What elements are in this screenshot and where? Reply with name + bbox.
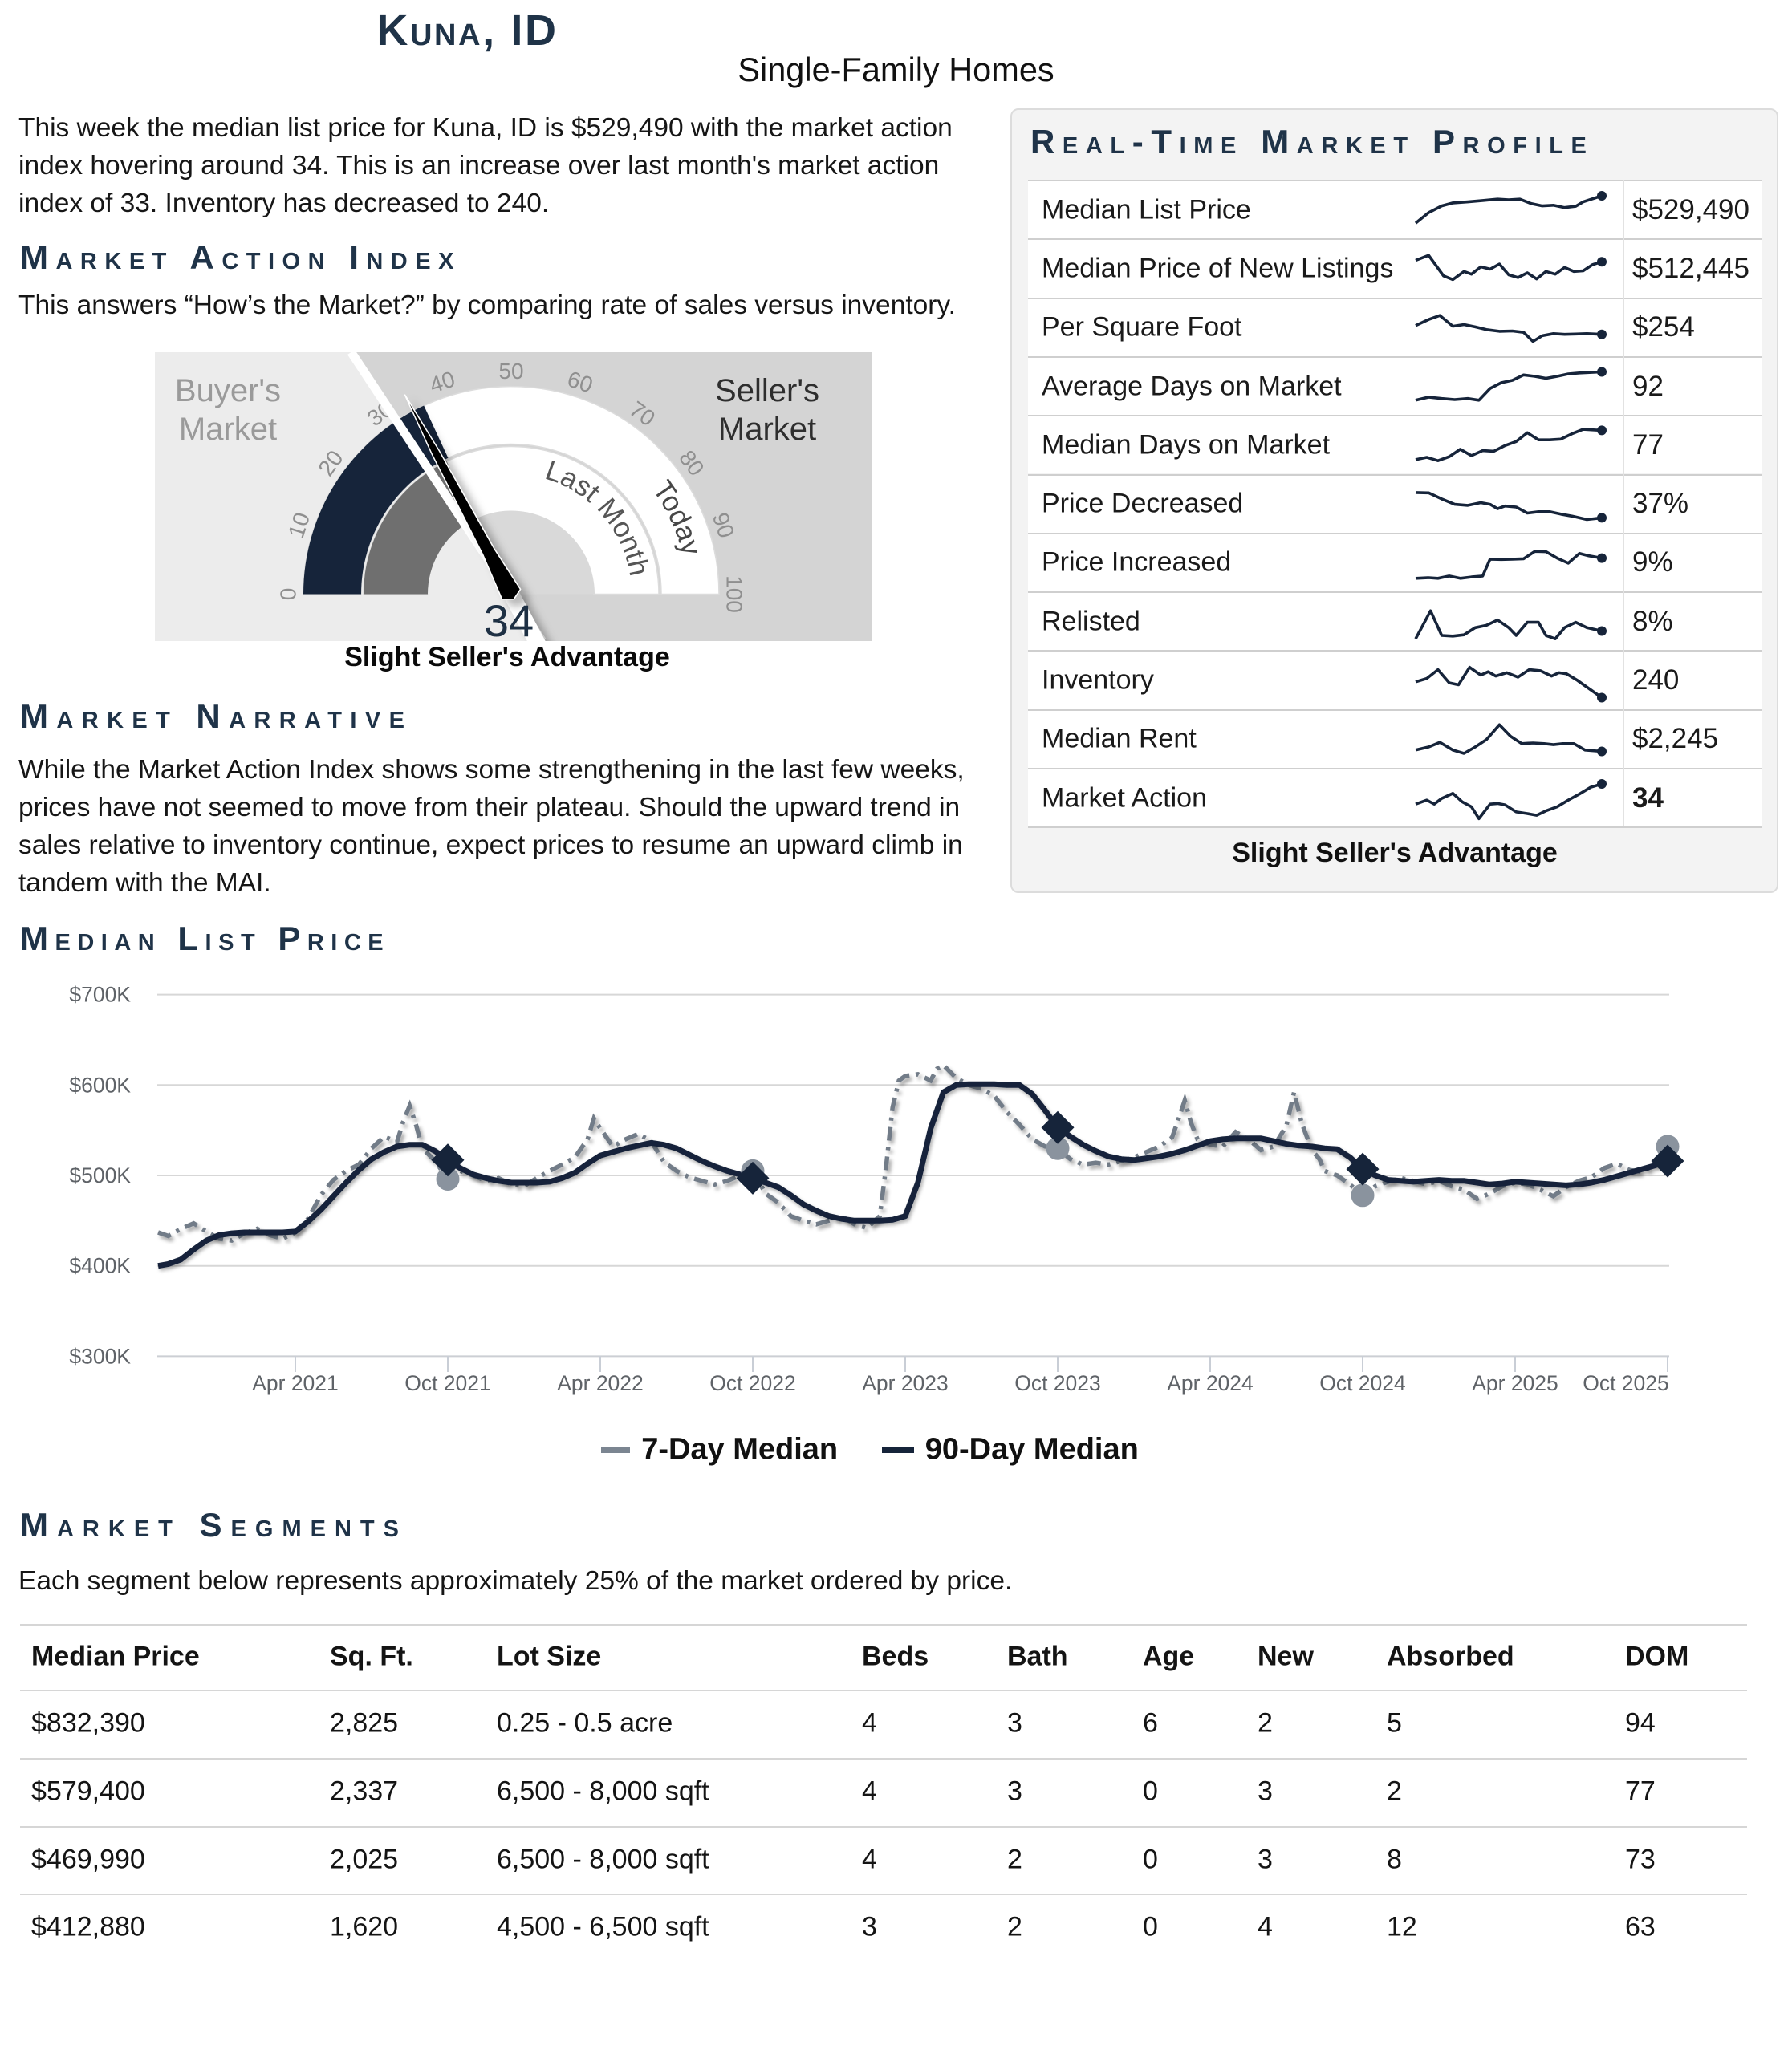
svg-text:Market: Market xyxy=(718,412,816,447)
svg-text:50: 50 xyxy=(498,359,523,384)
svg-text:Apr 2021: Apr 2021 xyxy=(252,1371,339,1395)
svg-text:$400K: $400K xyxy=(69,1254,131,1278)
svg-text:Apr 2023: Apr 2023 xyxy=(862,1371,949,1395)
svg-text:Oct 2025: Oct 2025 xyxy=(1583,1371,1669,1395)
svg-text:$300K: $300K xyxy=(69,1344,131,1368)
svg-text:$500K: $500K xyxy=(69,1163,131,1187)
svg-text:0: 0 xyxy=(276,588,301,601)
svg-text:100: 100 xyxy=(722,575,747,613)
svg-text:Market: Market xyxy=(179,412,277,447)
svg-text:Apr 2025: Apr 2025 xyxy=(1472,1371,1558,1395)
svg-text:Oct 2021: Oct 2021 xyxy=(404,1371,491,1395)
svg-text:34: 34 xyxy=(484,595,534,646)
svg-text:Oct 2023: Oct 2023 xyxy=(1014,1371,1101,1395)
svg-text:Apr 2022: Apr 2022 xyxy=(557,1371,644,1395)
svg-text:Seller's: Seller's xyxy=(715,373,819,408)
svg-text:Buyer's: Buyer's xyxy=(175,373,281,408)
svg-text:Oct 2024: Oct 2024 xyxy=(1319,1371,1406,1395)
svg-text:$600K: $600K xyxy=(69,1073,131,1097)
svg-text:Apr 2024: Apr 2024 xyxy=(1167,1371,1254,1395)
svg-text:Oct 2022: Oct 2022 xyxy=(709,1371,796,1395)
svg-text:$700K: $700K xyxy=(69,983,131,1007)
